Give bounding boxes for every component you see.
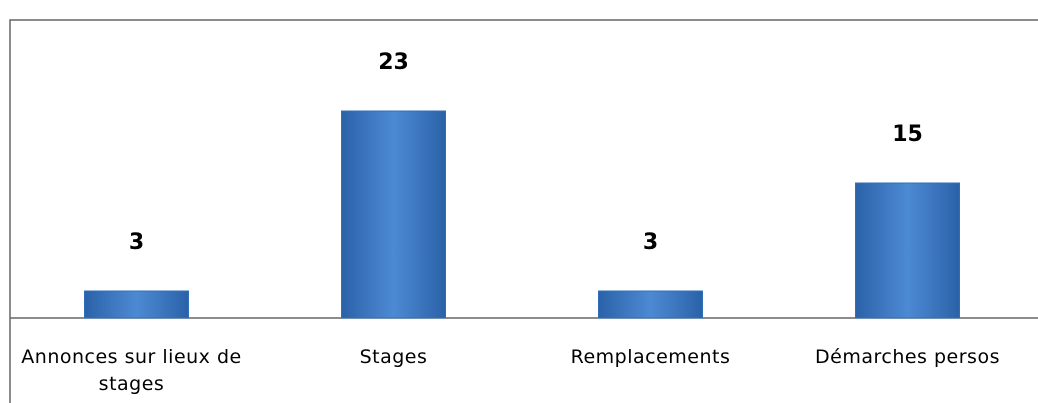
category-label: Stages [359,346,428,368]
data-label: 23 [378,50,409,75]
category-label: Démarches persos [815,346,1000,368]
data-label: 15 [892,122,923,147]
bar [855,182,960,319]
category-label: Remplacements [570,346,731,368]
category-label: Annonces sur lieux de stages [21,346,242,395]
bar [598,290,703,319]
data-label: 3 [129,230,144,255]
frame [9,19,1038,403]
bar [341,110,446,319]
data-label: 3 [643,230,658,255]
bar [84,290,189,319]
